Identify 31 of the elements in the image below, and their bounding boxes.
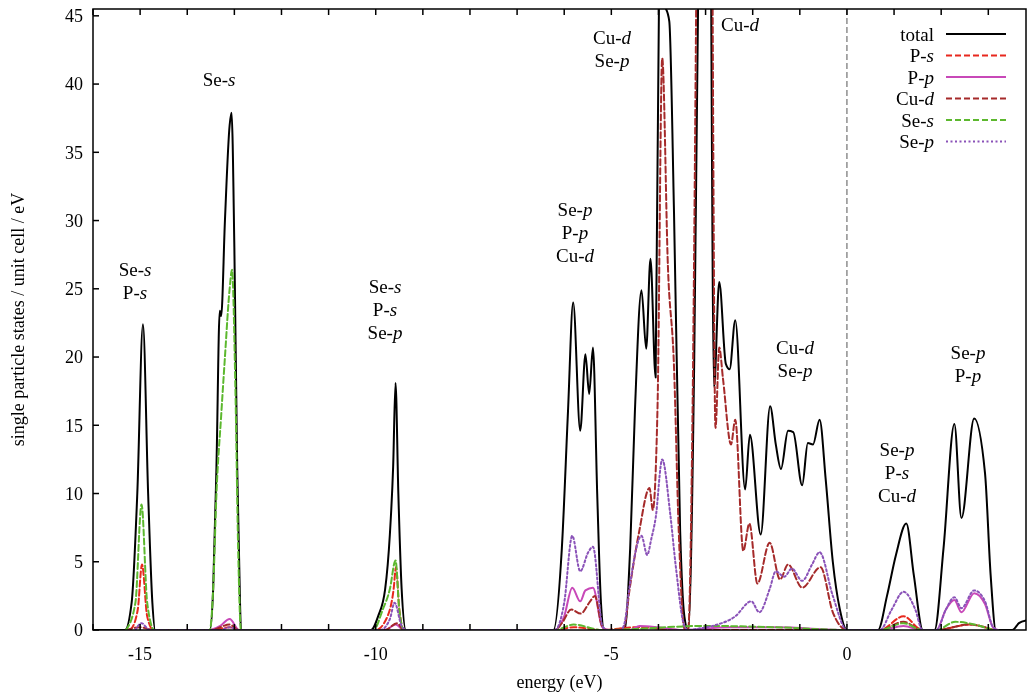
annotation: Cu-d Se-p xyxy=(776,337,815,381)
legend-label: total xyxy=(900,23,934,45)
y-tick-label: 35 xyxy=(65,142,83,163)
annotation: Se-p P-p xyxy=(950,342,986,386)
y-tick-label: 15 xyxy=(65,415,83,436)
x-tick-label: -15 xyxy=(128,644,153,664)
legend-label: Se-s xyxy=(901,109,934,131)
y-axis-title: single particle states / unit cell / eV xyxy=(8,192,28,447)
annotation: Se-p P-p Cu-d xyxy=(556,199,595,266)
legend-label: P-p xyxy=(907,66,934,88)
y-tick-label: 45 xyxy=(65,6,83,27)
x-axis-title: energy (eV) xyxy=(516,672,603,693)
annotation: Cu-d xyxy=(721,14,760,35)
y-tick-label: 0 xyxy=(74,620,83,641)
y-tick-label: 20 xyxy=(65,347,83,368)
annotation: Se-p P-s Cu-d xyxy=(878,439,917,506)
y-tick-label: 5 xyxy=(74,552,83,573)
x-tick-label: 0 xyxy=(842,644,852,664)
y-tick-label: 30 xyxy=(65,210,83,231)
legend-label: Se-p xyxy=(899,131,934,153)
x-tick-label: -5 xyxy=(603,644,619,664)
x-tick-label: -10 xyxy=(363,644,388,664)
y-tick-label: 40 xyxy=(65,74,83,95)
annotation: Se-s P-s xyxy=(118,259,152,303)
annotation: Cu-d Se-p xyxy=(593,27,632,71)
legend-label: Cu-d xyxy=(896,88,935,110)
y-tick-label: 10 xyxy=(65,483,83,504)
annotation: Se-s xyxy=(202,69,236,90)
annotation: Se-s P-s Se-p xyxy=(367,276,403,343)
y-tick-label: 25 xyxy=(65,279,83,300)
legend-label: P-s xyxy=(909,45,934,67)
